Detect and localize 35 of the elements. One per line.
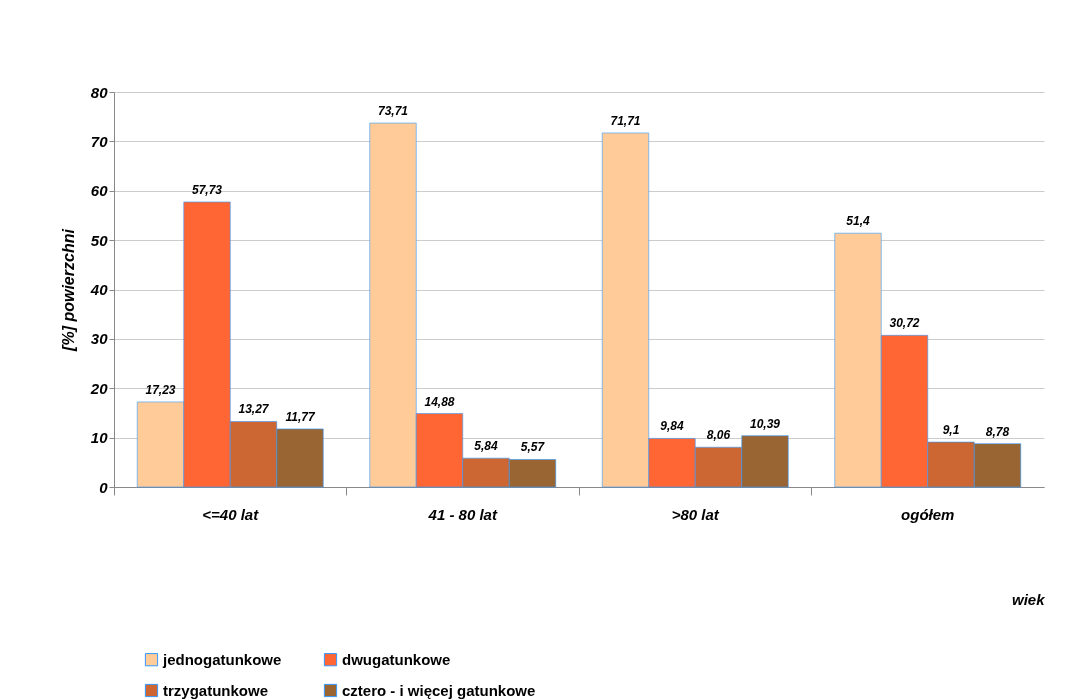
y-tick-label: 80 xyxy=(90,83,109,101)
x-tick-label: ogółem xyxy=(901,505,955,523)
legend-label: cztero - i więcej gatunkowe xyxy=(342,681,536,699)
data-label: 9,1 xyxy=(942,423,960,438)
data-label: 13,27 xyxy=(238,402,270,417)
x-tick-label: >80 lat xyxy=(671,505,720,523)
data-label: 57,73 xyxy=(191,182,223,197)
data-label: 51,4 xyxy=(846,214,870,229)
y-tick-label: 40 xyxy=(89,281,109,298)
data-label: 17,23 xyxy=(145,382,176,397)
y-tick-label: 30 xyxy=(90,330,109,348)
data-label: 71,71 xyxy=(610,113,641,128)
data-label: 9,84 xyxy=(660,419,684,434)
legend-label: dwugatunkowe xyxy=(342,650,451,668)
data-label: 10,39 xyxy=(749,416,781,431)
x-tick-label: <=40 lat xyxy=(202,505,260,523)
data-label: 11,77 xyxy=(285,409,316,424)
y-tick-label: 60 xyxy=(90,182,109,200)
data-label: 73,71 xyxy=(377,104,409,119)
data-label: 8,78 xyxy=(985,424,1010,439)
x-axis-title: wiek xyxy=(1011,590,1046,608)
y-tick-label: 50 xyxy=(90,231,109,249)
x-tick-label: 41 - 80 lat xyxy=(427,505,498,523)
y-tick-label: 70 xyxy=(90,132,109,150)
y-tick-label: 0 xyxy=(99,478,109,496)
legend-label: trzygatunkowe xyxy=(163,681,269,699)
y-axis-title: [%] powierzchni xyxy=(59,228,77,352)
data-label: 8,06 xyxy=(706,428,731,443)
data-label: 5,84 xyxy=(474,439,498,454)
y-tick-label: 10 xyxy=(90,429,109,447)
data-label: 30,72 xyxy=(889,316,920,331)
data-label: 5,57 xyxy=(520,440,546,455)
data-label: 14,88 xyxy=(424,394,455,409)
legend-label: jednogatunkowe xyxy=(162,650,282,668)
y-tick-label: 20 xyxy=(89,379,109,397)
